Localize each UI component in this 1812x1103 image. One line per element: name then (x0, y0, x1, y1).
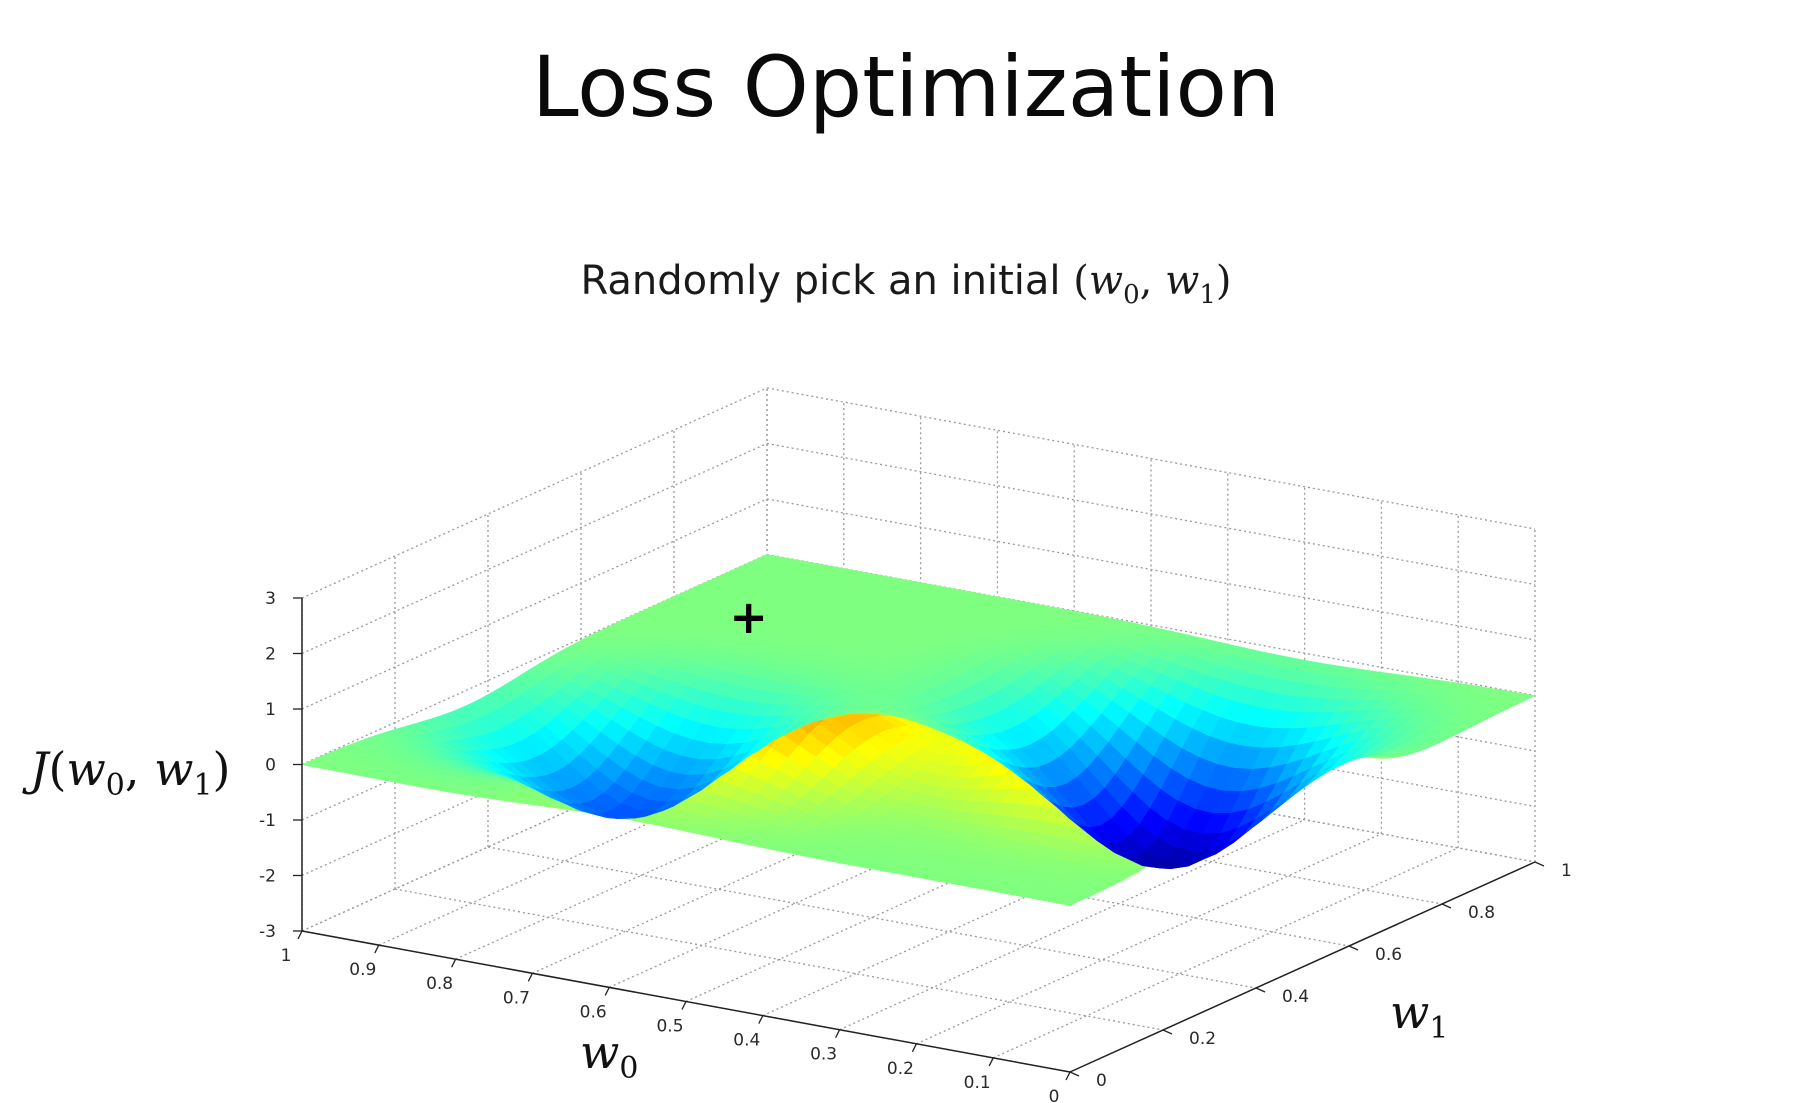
x-tick-label: 0.1 (964, 1073, 991, 1093)
y-tick (1348, 945, 1359, 951)
subtitle-text: Randomly pick an initial (580, 258, 1061, 304)
x-tick (297, 930, 303, 940)
x-tick (681, 1001, 687, 1010)
y-tick (1069, 1071, 1080, 1077)
side-wall-gridline (301, 498, 768, 710)
floor-gridline (916, 833, 1382, 1045)
surface-layer (300, 554, 1536, 906)
axes-layer: 1 0.9 0.8 0.7 0.6 0.5 0.4 0.3 0.2 0.1 0 0 0.2 0.4 0.6 0… (259, 589, 1572, 1103)
floor-gridline (992, 847, 1459, 1059)
surface-patch (755, 554, 786, 563)
y-tick-label: 0.2 (1189, 1029, 1216, 1049)
x-tick-label: 0.5 (656, 1017, 683, 1037)
z-tick-label: 0 (265, 756, 276, 776)
y-tick-label: 0.6 (1375, 945, 1402, 965)
side-wall-gridline (301, 387, 768, 599)
y-axis-line (1069, 861, 1536, 1073)
marker-layer: + (729, 590, 768, 644)
x-tick (451, 958, 457, 968)
x-tick-label: 0.7 (503, 988, 530, 1008)
y-axis-label: w1 (1390, 985, 1449, 1047)
back-wall-gridline (766, 387, 1536, 530)
x-tick-label: 0.2 (887, 1059, 914, 1079)
y-tick (1534, 861, 1545, 867)
floor-gridline (394, 888, 1164, 1031)
z-tick-label: -3 (259, 922, 276, 942)
x-tick (374, 944, 380, 954)
x-axis-label: w0 (580, 1025, 639, 1087)
x-tick (527, 973, 533, 982)
floor-gridline (839, 819, 1305, 1031)
x-tick-label: 0 (1049, 1087, 1060, 1103)
x-tick-label: 0.8 (426, 974, 453, 994)
back-wall-gridline (766, 442, 1536, 586)
y-tick (1162, 1029, 1173, 1035)
z-tick-label: 2 (265, 645, 276, 665)
start-point-marker: + (729, 590, 768, 644)
y-tick-label: 0.4 (1282, 987, 1309, 1007)
x-tick (835, 1029, 841, 1038)
z-axis-label: J(w0, w1) (30, 742, 231, 804)
floor-gridline (487, 846, 1257, 989)
y-tick-label: 0 (1096, 1071, 1107, 1091)
x-tick-label: 0.3 (810, 1045, 837, 1065)
y-tick (1441, 903, 1452, 909)
z-tick-label: 3 (265, 589, 276, 609)
y-tick-label: 0.8 (1468, 903, 1495, 923)
z-tick-label: 1 (265, 700, 276, 720)
x-tick (988, 1057, 994, 1067)
z-tick-label: -2 (259, 867, 276, 887)
x-tick (1065, 1071, 1071, 1081)
y-tick-label: 1 (1561, 861, 1572, 881)
y-tick (1255, 987, 1266, 993)
x-tick-label: 1 (281, 946, 292, 966)
subtitle-math: (w0, w1) (1073, 258, 1232, 310)
x-tick-label: 0.4 (733, 1031, 760, 1051)
back-wall-gridline (766, 498, 1536, 641)
x-tick (604, 987, 610, 996)
x-tick-label: 0.6 (580, 1002, 607, 1022)
slide-title: Loss Optimization (531, 38, 1281, 136)
x-tick (758, 1015, 764, 1024)
side-wall-gridline (301, 442, 768, 655)
slide-subtitle: Randomly pick an initial (w0, w1) (0, 258, 1812, 310)
z-tick-label: -1 (259, 811, 276, 831)
x-tick-label: 0.9 (349, 960, 376, 980)
x-tick (911, 1043, 917, 1053)
